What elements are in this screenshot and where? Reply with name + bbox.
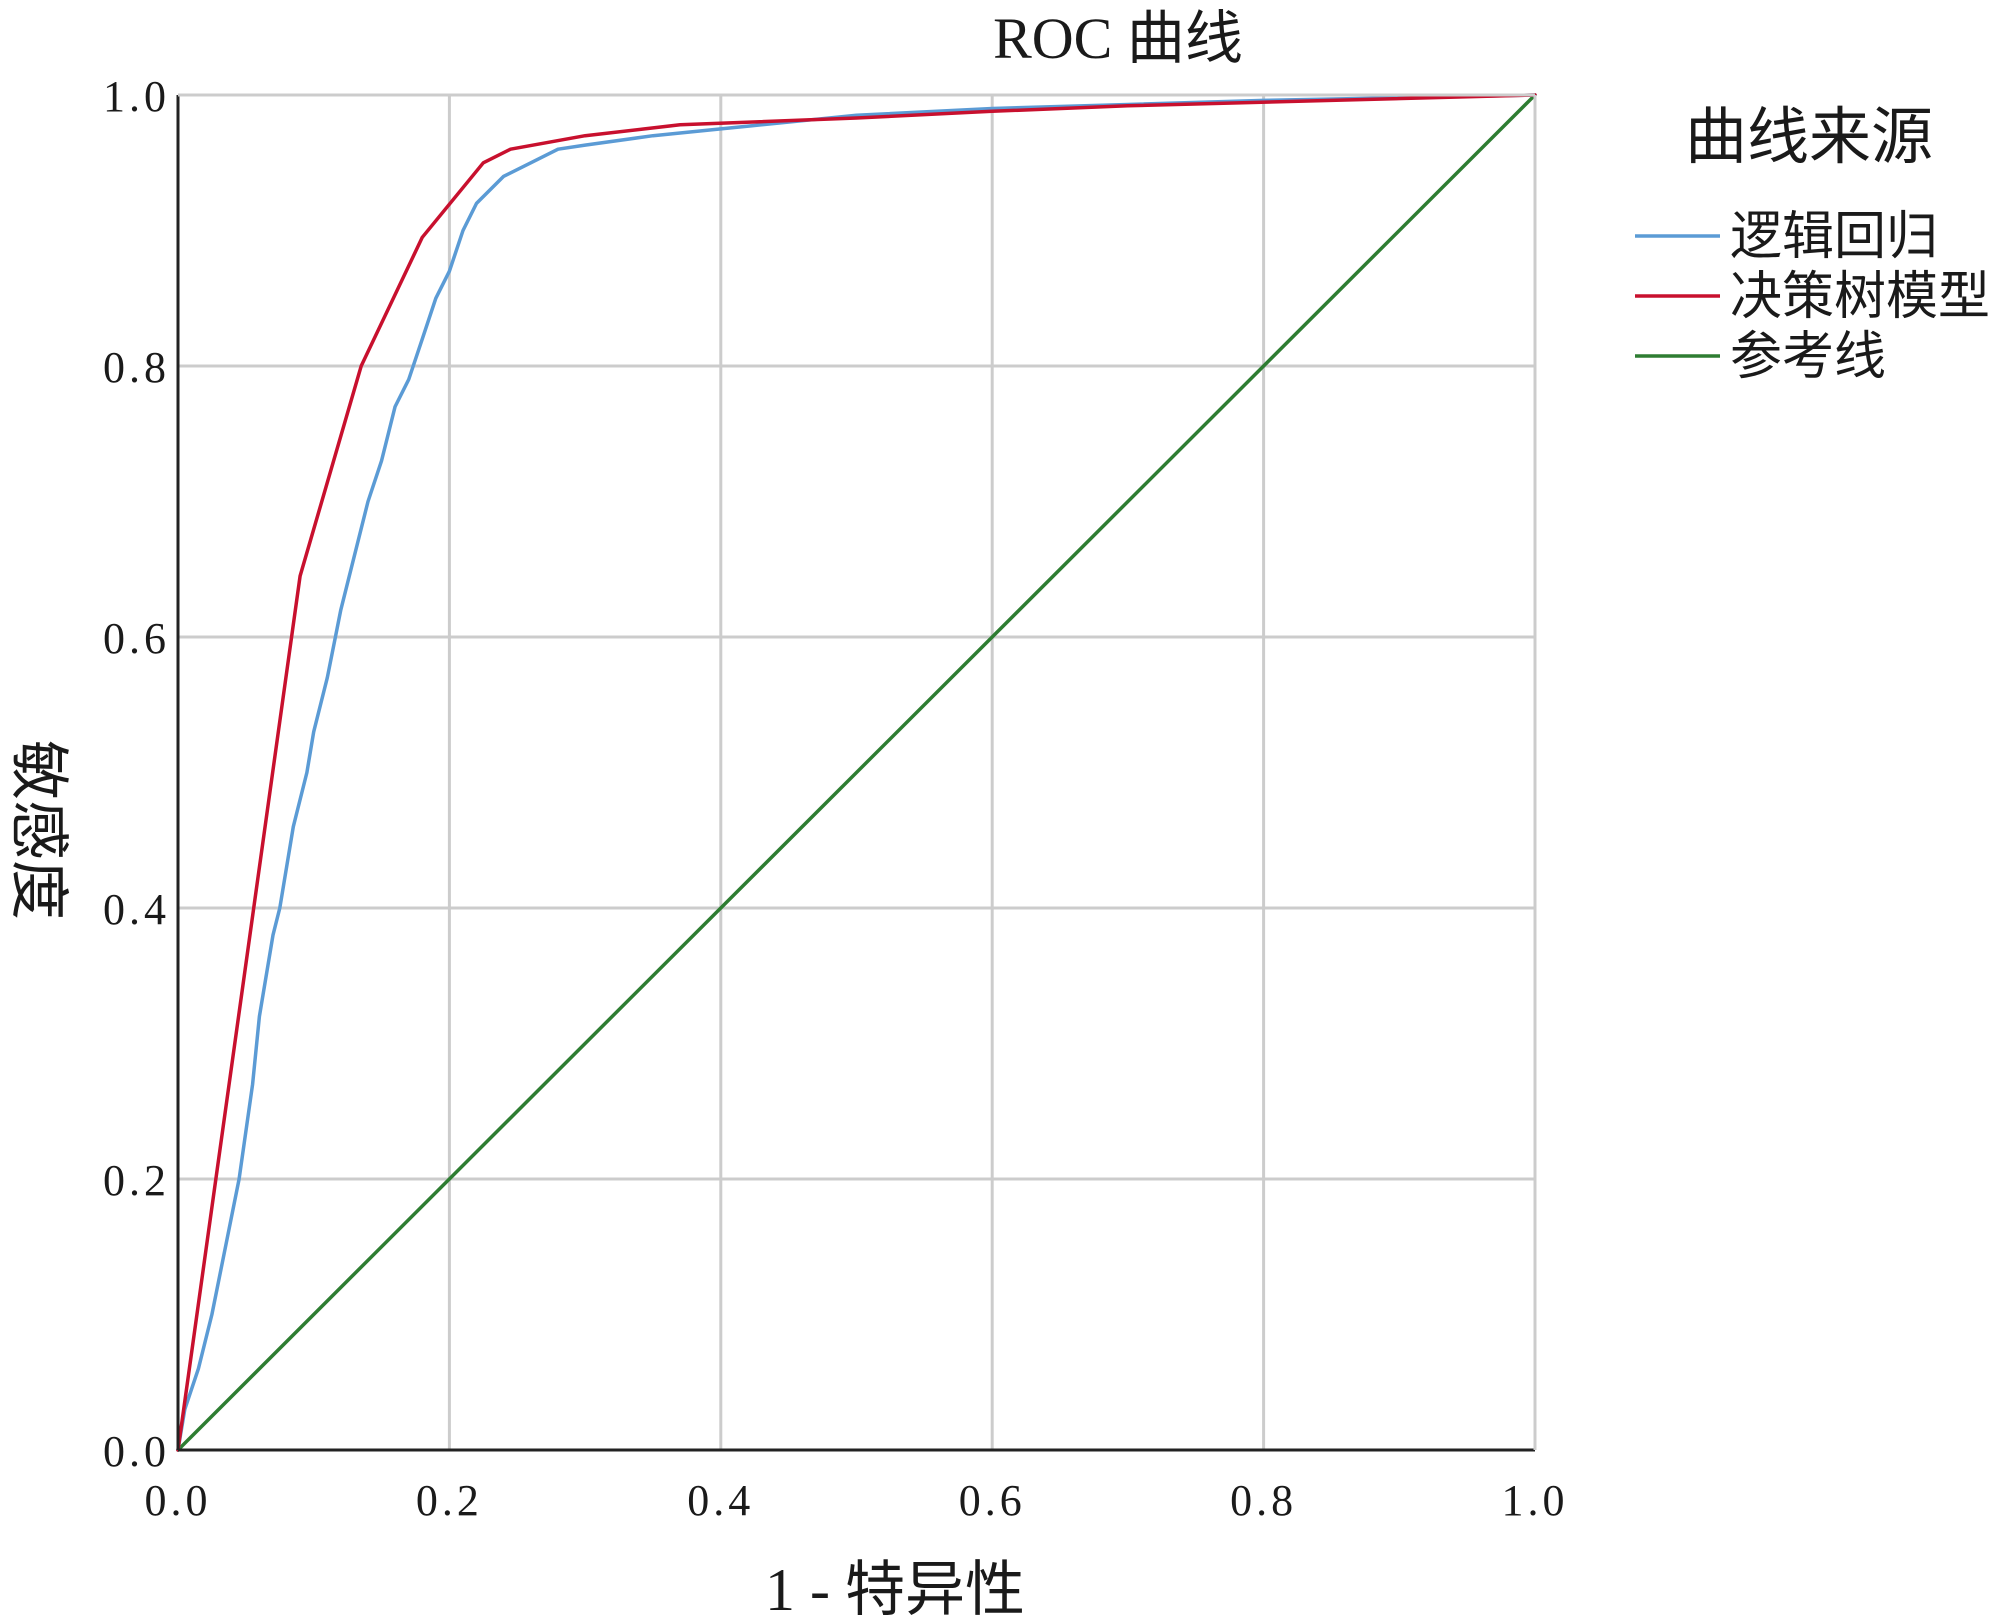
series-line-0 xyxy=(176,93,1537,1452)
x-tick-label: 0.2 xyxy=(416,1476,483,1525)
y-tick-label: 0.8 xyxy=(103,343,170,392)
x-tick-label: 1.0 xyxy=(1502,1476,1569,1525)
series-layer xyxy=(176,93,1537,1452)
legend-label: 逻辑回归 xyxy=(1730,209,1938,266)
legend-title: 曲线来源 xyxy=(1685,104,1933,172)
series-line-1 xyxy=(176,93,1537,1452)
x-tick-label: 0.0 xyxy=(145,1476,212,1525)
series-line-2 xyxy=(176,93,1537,1452)
plot-frame xyxy=(176,93,1537,1452)
legend-label: 参考线 xyxy=(1730,329,1886,386)
y-tick-label: 0.6 xyxy=(103,614,170,663)
x-tick-label: 0.4 xyxy=(687,1476,754,1525)
y-tick-label: 0.4 xyxy=(103,885,170,934)
y-axis-label: 敏感度 xyxy=(5,740,71,920)
y-tick-label: 0.2 xyxy=(103,1156,170,1205)
y-tick-label: 0.0 xyxy=(103,1427,170,1476)
chart-title: ROC 曲线 xyxy=(993,6,1243,71)
x-tick-label: 0.6 xyxy=(959,1476,1026,1525)
legend-label: 决策树模型 xyxy=(1730,269,1990,326)
y-tick-labels: 0.0 0.2 0.4 0.6 0.8 1.0 xyxy=(103,72,170,1476)
x-axis-label: 1 - 特异性 xyxy=(765,1557,1025,1618)
x-tick-labels: 0.0 0.2 0.4 0.6 0.8 1.0 xyxy=(145,1476,1569,1525)
x-tick-label: 0.8 xyxy=(1230,1476,1297,1525)
y-tick-label: 1.0 xyxy=(103,72,170,121)
